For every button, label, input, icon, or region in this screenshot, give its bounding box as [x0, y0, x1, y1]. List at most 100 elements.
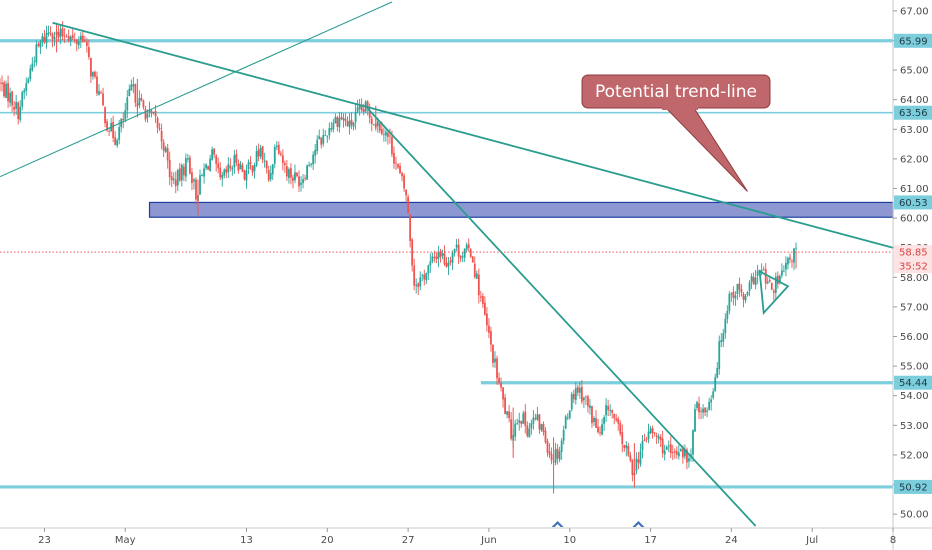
candle: [294, 164, 296, 184]
candle: [627, 442, 630, 457]
candle: [789, 253, 791, 264]
candle: [433, 250, 436, 263]
candle: [356, 99, 359, 114]
x-tick-label: 23: [38, 535, 51, 546]
candle: [205, 163, 207, 171]
candle: [352, 121, 355, 131]
event-marker-icon[interactable]: [551, 521, 564, 527]
price-badge-label: 58.85: [899, 248, 928, 259]
candle: [201, 173, 203, 177]
candle: [160, 123, 163, 150]
candle: [199, 169, 201, 195]
candle: [43, 29, 46, 44]
candle: [572, 389, 575, 404]
candle: [255, 145, 258, 168]
event-marker-icon[interactable]: [632, 521, 645, 527]
candle: [774, 272, 777, 300]
candle: [625, 440, 628, 457]
candle: [114, 131, 117, 146]
candle: [589, 398, 591, 415]
candle: [653, 432, 656, 437]
candle: [671, 444, 674, 460]
chart-plot-area[interactable]: Potential trend-line: [0, 1, 894, 527]
y-tick-label: 57.00: [900, 302, 929, 313]
y-tick-label: 58.00: [900, 273, 929, 284]
candle: [285, 159, 288, 181]
candle: [346, 116, 349, 127]
candle: [684, 444, 686, 460]
candle: [90, 57, 92, 83]
candle: [281, 149, 284, 171]
candle: [471, 255, 474, 263]
candle: [221, 171, 224, 187]
candle: [473, 256, 476, 279]
y-axis[interactable]: 50.0051.0052.0053.0054.0055.0056.0057.00…: [892, 0, 932, 550]
candle: [486, 306, 488, 332]
candle: [490, 326, 492, 352]
candle: [211, 146, 214, 161]
candle: [645, 436, 648, 443]
candle: [120, 117, 123, 133]
candle: [265, 160, 268, 174]
candle: [35, 40, 38, 66]
candle: [677, 444, 680, 460]
candle: [718, 335, 721, 375]
candle: [623, 444, 626, 452]
candle: [540, 423, 543, 432]
candle: [655, 432, 658, 445]
candle: [704, 407, 707, 417]
candle: [314, 143, 317, 164]
candle: [506, 410, 509, 419]
candle: [384, 128, 387, 142]
candle: [467, 238, 470, 252]
candle: [67, 29, 70, 43]
candle: [643, 433, 646, 442]
candle: [195, 177, 197, 205]
x-tick-label: 20: [321, 535, 334, 546]
candle: [217, 157, 220, 174]
x-tick-label: 8: [890, 535, 896, 546]
candle: [259, 144, 262, 159]
candle: [667, 440, 670, 453]
candle: [787, 256, 789, 270]
candle: [580, 380, 583, 405]
candle: [245, 164, 248, 189]
candle: [615, 413, 618, 423]
candle: [532, 410, 535, 430]
candle: [746, 290, 749, 297]
candle: [459, 254, 462, 262]
candle: [322, 128, 325, 147]
candle: [748, 280, 751, 297]
candle: [492, 344, 494, 368]
candle: [158, 122, 161, 132]
candle: [39, 39, 42, 54]
candle: [348, 113, 351, 135]
candle: [696, 400, 698, 411]
candle: [417, 282, 420, 296]
candle: [453, 248, 456, 257]
candle: [290, 163, 292, 185]
candle: [395, 156, 397, 171]
candle: [587, 394, 589, 413]
candle: [591, 405, 593, 428]
x-axis[interactable]: 23 May 13 20 27 Jun 10 17 24 Jul 8: [0, 527, 932, 546]
candle: [168, 151, 171, 186]
candle: [332, 118, 335, 133]
event-markers: [551, 521, 645, 527]
candle: [585, 395, 587, 405]
candle: [399, 162, 401, 175]
candle: [49, 26, 52, 37]
candle: [279, 150, 282, 157]
candle: [83, 35, 86, 43]
candle: [558, 446, 561, 463]
candle: [247, 159, 250, 175]
candle: [736, 283, 739, 300]
candle: [227, 157, 230, 178]
candle: [98, 84, 100, 96]
candle: [378, 122, 381, 134]
candle: [665, 445, 668, 451]
trend-lines: [0, 1, 894, 527]
candle: [253, 162, 256, 179]
countdown-badge-label: 35:52: [899, 262, 928, 273]
